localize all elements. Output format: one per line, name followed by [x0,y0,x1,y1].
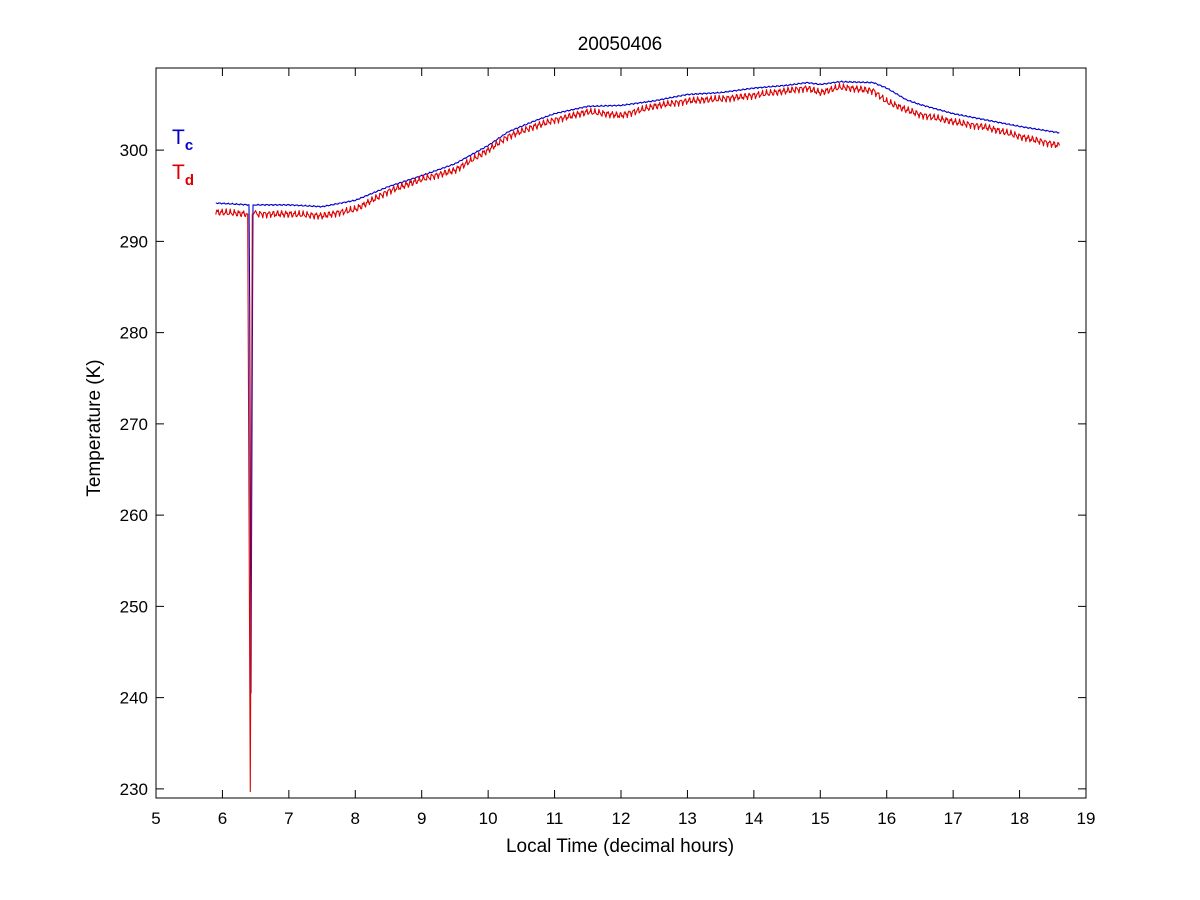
legend-entry-tc-symbol: T [172,126,185,149]
x-tick-label: 18 [1010,809,1029,828]
x-tick-label: 7 [284,809,293,828]
x-tick-label: 16 [877,809,896,828]
x-tick-label: 15 [811,809,830,828]
x-tick-label: 8 [351,809,360,828]
x-axis-label: Local Time (decimal hours) [506,836,734,857]
y-tick-label: 290 [120,232,148,251]
x-tick-label: 12 [612,809,631,828]
legend-entry-td: Td [172,161,194,189]
y-tick-label: 250 [120,597,148,616]
legend-entry-tc-subscript: c [185,137,193,154]
series-line-1 [215,80,1060,694]
x-tick-label: 9 [417,809,426,828]
legend-entry-tc: Tc [172,126,193,154]
y-tick-label: 280 [120,324,148,343]
x-tick-label: 5 [151,809,160,828]
legend-entry-td-symbol: T [172,161,185,184]
x-tick-label: 10 [479,809,498,828]
y-tick-label: 260 [120,506,148,525]
legend: Tc Td [172,126,194,189]
y-axis-label: Temperature (K) [84,359,105,496]
y-tick-label: 300 [120,141,148,160]
x-tick-label: 19 [1077,809,1096,828]
x-tick-label: 13 [678,809,697,828]
y-tick-label: 240 [120,689,148,708]
y-tick-label: 230 [120,780,148,799]
x-tick-label: 14 [744,809,763,828]
x-tick-label: 6 [218,809,227,828]
series-line-2 [215,82,1060,793]
y-axis: 230 240 250 260 270 280 290 300 [120,141,1086,799]
x-axis: 5 6 7 8 9 10 11 12 13 14 15 16 17 18 19 [151,68,1095,828]
x-tick-label: 17 [944,809,963,828]
y-tick-label: 270 [120,415,148,434]
chart-title: 20050406 [578,34,663,55]
x-tick-label: 11 [546,809,564,828]
legend-entry-td-subscript: d [185,172,194,189]
